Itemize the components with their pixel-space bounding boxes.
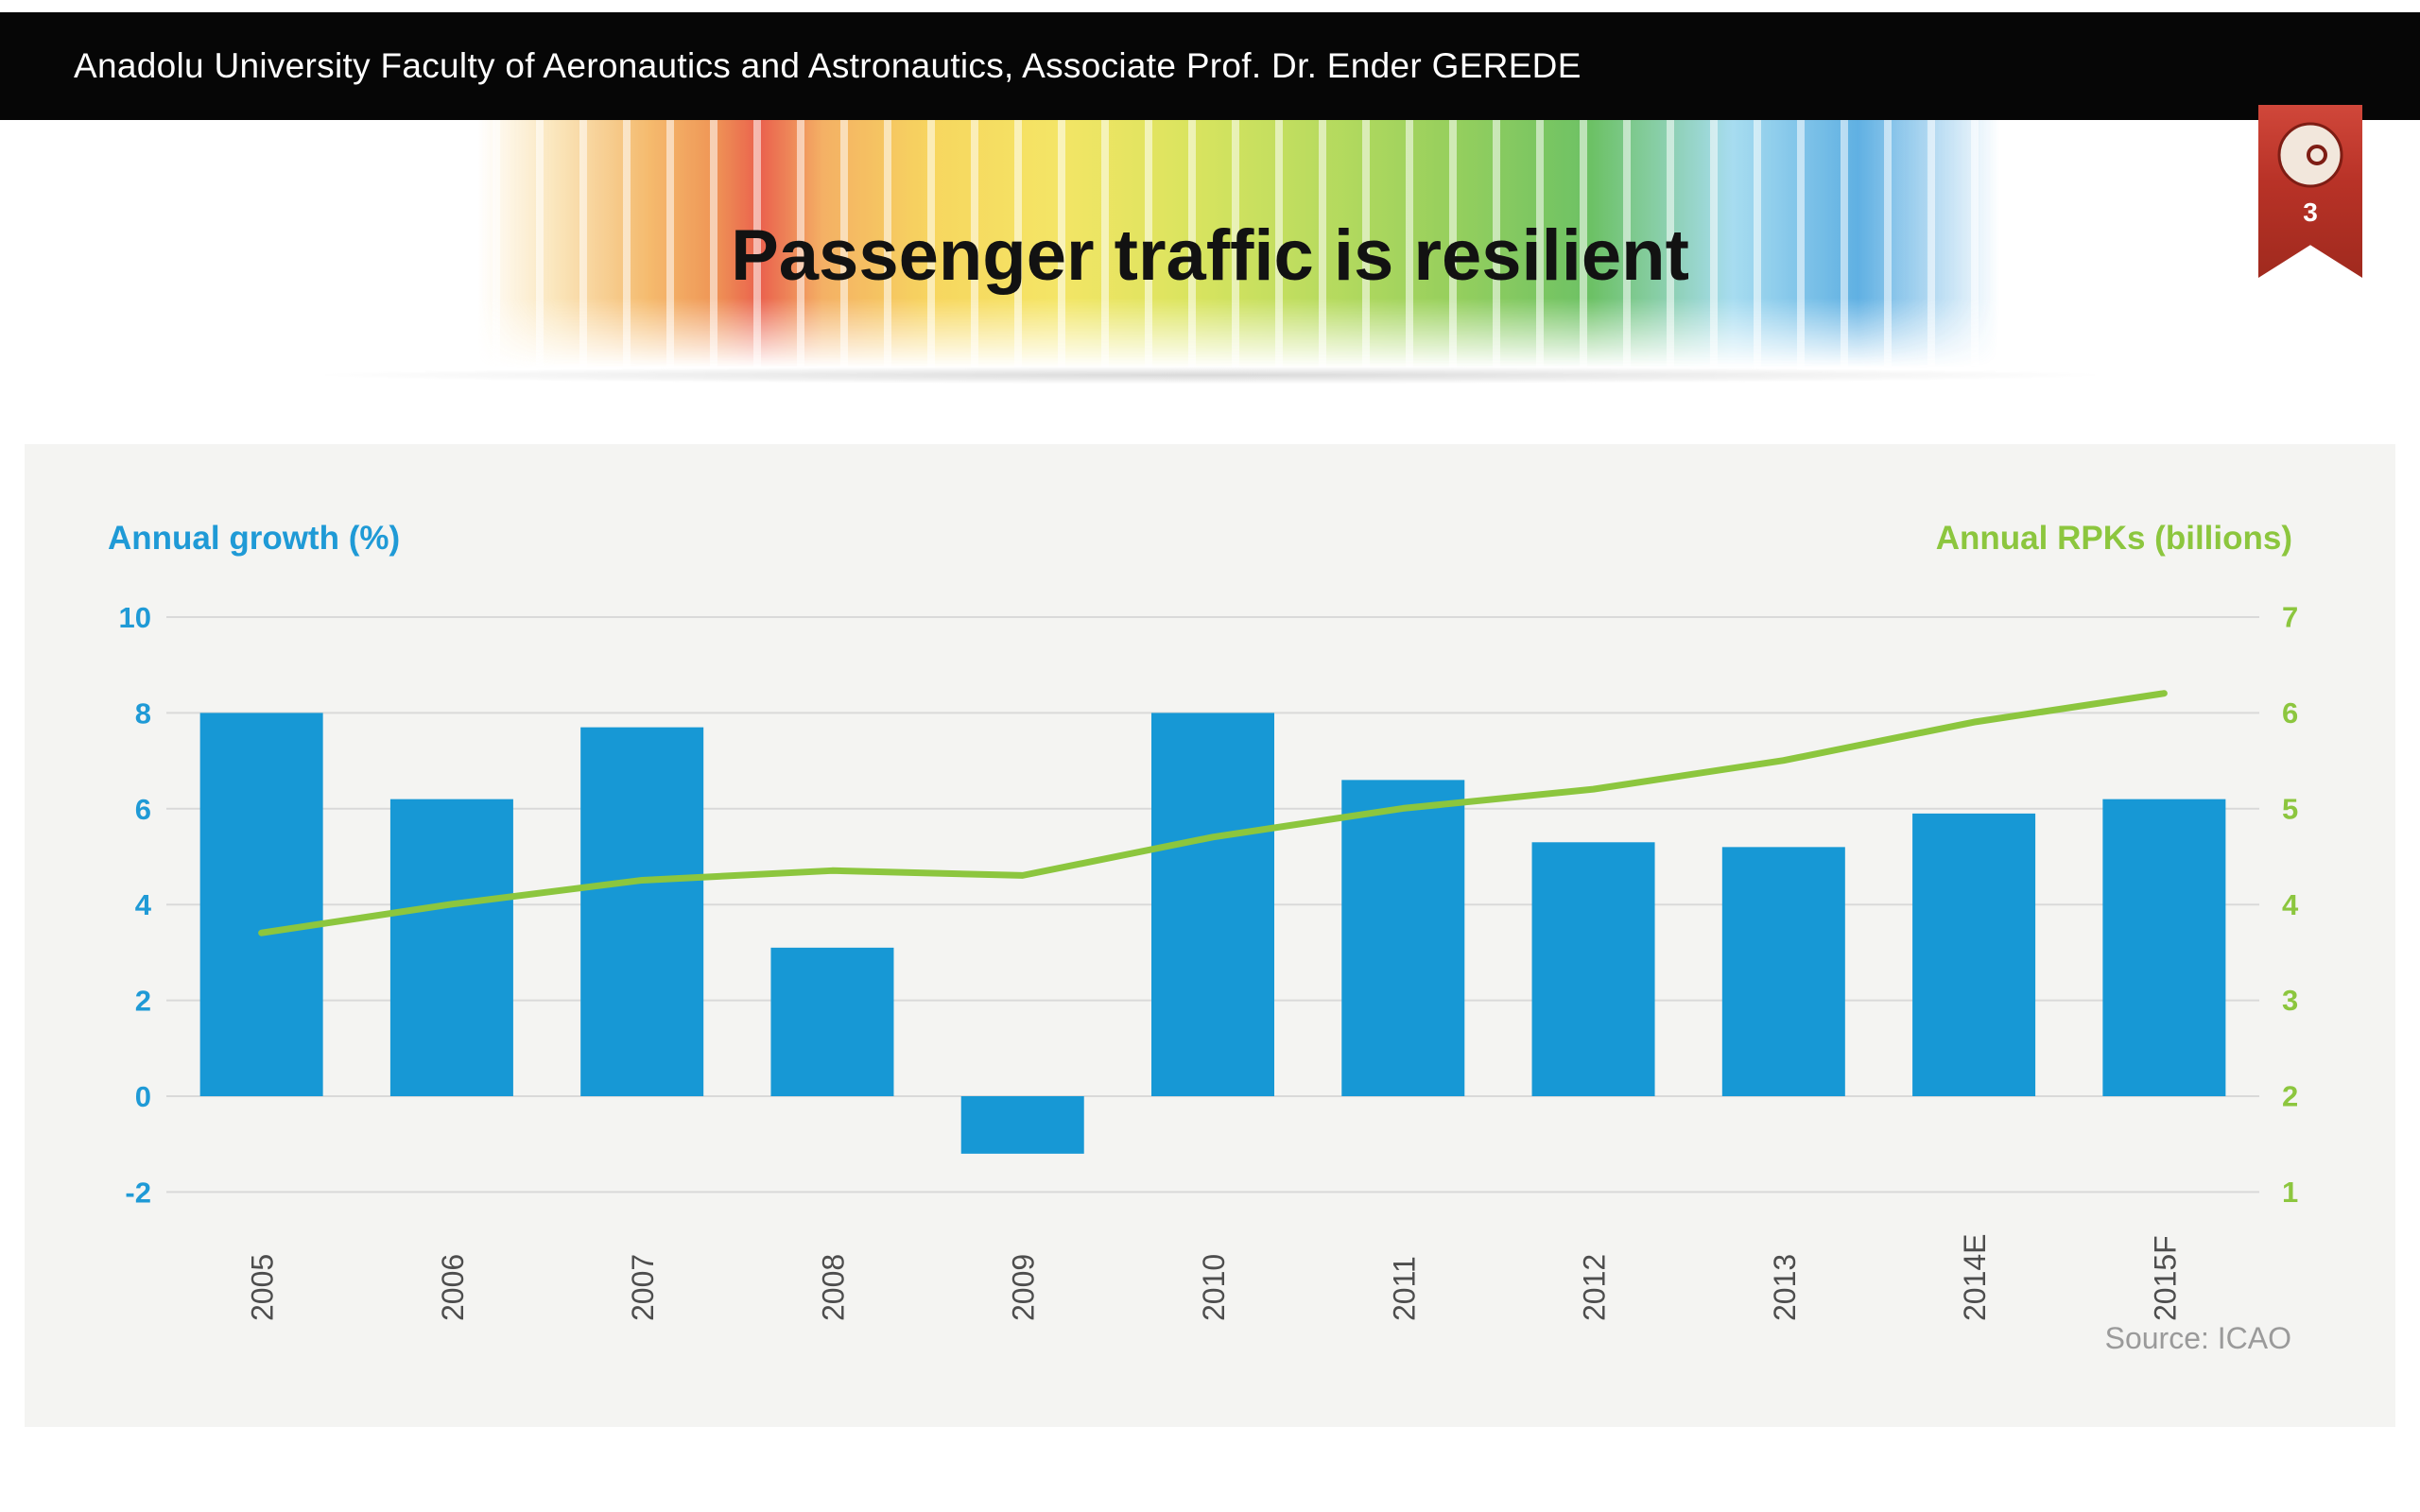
x-axis-label: 2011: [1387, 1256, 1421, 1321]
growth-bar: [770, 947, 894, 1096]
university-logo-icon: [2275, 120, 2345, 190]
x-axis-label: 2008: [816, 1254, 850, 1321]
x-axis-label: 2009: [1007, 1254, 1041, 1321]
x-axis-label: 2012: [1578, 1254, 1612, 1321]
slide-number: 3: [2303, 198, 2318, 227]
right-axis-title: Annual RPKs (billions): [1935, 520, 2292, 557]
x-axis-label: 2006: [436, 1254, 470, 1321]
growth-bar: [580, 727, 704, 1096]
left-tick-label: 6: [135, 793, 151, 826]
top-bar: Anadolu University Faculty of Aeronautic…: [0, 12, 2420, 120]
growth-bar: [1721, 847, 1845, 1096]
right-tick-label: 2: [2282, 1080, 2298, 1113]
growth-bar: [1912, 813, 2036, 1096]
right-tick-label: 3: [2282, 984, 2298, 1017]
x-axis-label: 2014E: [1958, 1233, 1992, 1321]
growth-bar: [199, 713, 323, 1096]
chart-panel: Annual growth (%) Annual RPKs (billions)…: [25, 444, 2395, 1427]
x-axis-label: 2010: [1197, 1254, 1231, 1321]
title-banner: Passenger traffic is resilient: [0, 120, 2420, 394]
banner-shadow: [57, 364, 2363, 387]
x-axis-label: 2013: [1768, 1254, 1802, 1321]
left-tick-label: 4: [135, 888, 152, 921]
right-tick-label: 5: [2282, 792, 2298, 825]
right-tick-label: 7: [2282, 601, 2298, 634]
left-axis-title: Annual growth (%): [108, 520, 401, 557]
left-tick-label: 8: [135, 696, 151, 730]
banner-stripes: [477, 120, 2047, 368]
right-tick-label: 6: [2282, 696, 2298, 730]
right-tick-label: 1: [2282, 1176, 2298, 1209]
growth-bar: [1341, 780, 1465, 1096]
left-tick-label: 10: [119, 601, 151, 634]
x-axis-label: 2007: [626, 1254, 660, 1321]
growth-bar: [2102, 799, 2226, 1096]
x-axis-label: 2005: [246, 1254, 280, 1321]
growth-bar: [389, 799, 513, 1096]
left-tick-label: 0: [135, 1080, 151, 1113]
rpk-line: [258, 690, 2168, 936]
growth-bar: [1531, 842, 1655, 1096]
growth-bar: [960, 1096, 1084, 1154]
combo-chart: 10 8 6 4 2 0 -2 7 6 5 4 3 2 1 2005 2006 2007 2008 2009 2010…: [119, 601, 2299, 1321]
x-axis-label: 2015F: [2148, 1235, 2182, 1321]
slide-number-ribbon: 3: [2258, 105, 2362, 278]
affiliation-text: Anadolu University Faculty of Aeronautic…: [74, 46, 1582, 85]
right-tick-label: 4: [2282, 888, 2299, 921]
source-note: Source: ICAO: [2104, 1321, 2291, 1355]
left-tick-label: -2: [125, 1176, 151, 1209]
slide-title: Passenger traffic is resilient: [731, 215, 1689, 296]
growth-bar: [1151, 713, 1274, 1096]
left-tick-label: 2: [135, 985, 151, 1018]
